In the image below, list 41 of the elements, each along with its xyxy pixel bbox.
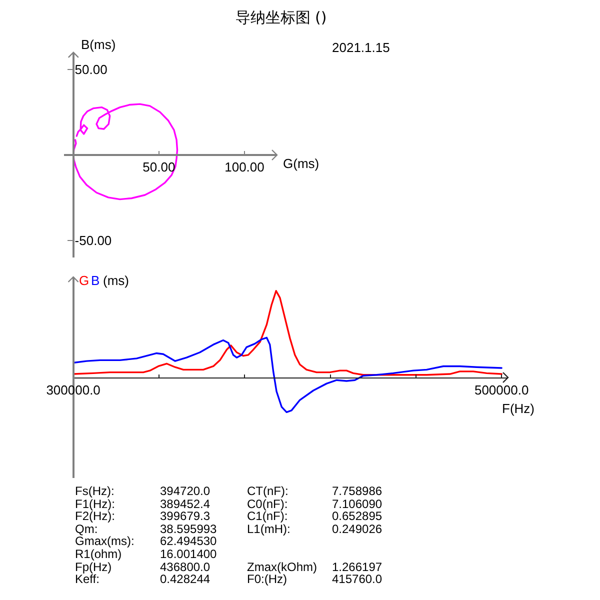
text: 399679.3 <box>160 509 210 523</box>
x-axis-title: G(ms) <box>283 156 320 171</box>
text: 0.249026 <box>332 522 382 536</box>
x-axis-title: F(Hz) <box>502 401 534 416</box>
text: 62.494530 <box>160 534 218 548</box>
line-series <box>72 103 178 200</box>
text: C1(nF): <box>247 509 288 523</box>
text: 0.428244 <box>160 572 210 586</box>
text: 1.266197 <box>332 560 382 574</box>
text: Gmax(ms): <box>75 534 134 548</box>
text: B <box>91 273 100 288</box>
x-tick-label: 100.00 <box>224 160 264 175</box>
text: Fs(Hz): <box>75 484 114 498</box>
y-axis-title: B(ms) <box>81 37 116 52</box>
text: F2(Hz): <box>75 509 115 523</box>
y-axis-title: (ms) <box>103 273 129 288</box>
text: F1(Hz): <box>75 497 115 511</box>
y-tick-label: -50.00 <box>74 233 112 248</box>
text: 16.001400 <box>160 547 218 561</box>
text: 7.106090 <box>332 497 382 511</box>
text: Fp(Hz) <box>75 560 112 574</box>
text: 394720.0 <box>160 484 210 498</box>
text: 415760.0 <box>332 572 382 586</box>
x-tick-label: 500000.0 <box>474 382 529 398</box>
text: 0.652895 <box>332 509 382 523</box>
text: C0(nF): <box>247 497 288 511</box>
text: Qm: <box>75 522 98 536</box>
text: 389452.4 <box>160 497 210 511</box>
x-tick-label: 300000.0 <box>46 382 100 398</box>
text: F0:(Hz) <box>247 572 287 586</box>
text: CT(nF): <box>247 484 288 498</box>
chart-title: 导纳坐标图 () <box>235 8 327 26</box>
text: Keff: <box>75 572 100 586</box>
text: 38.595993 <box>160 522 218 536</box>
text: R1(ohm) <box>75 547 122 561</box>
text: G <box>79 273 90 288</box>
text: Zmax(kOhm) <box>247 560 317 574</box>
text: 2021.1.15 <box>332 40 390 55</box>
text: 436800.0 <box>160 560 210 574</box>
text: 7.758986 <box>332 484 382 498</box>
text: L1(mH): <box>247 522 290 536</box>
